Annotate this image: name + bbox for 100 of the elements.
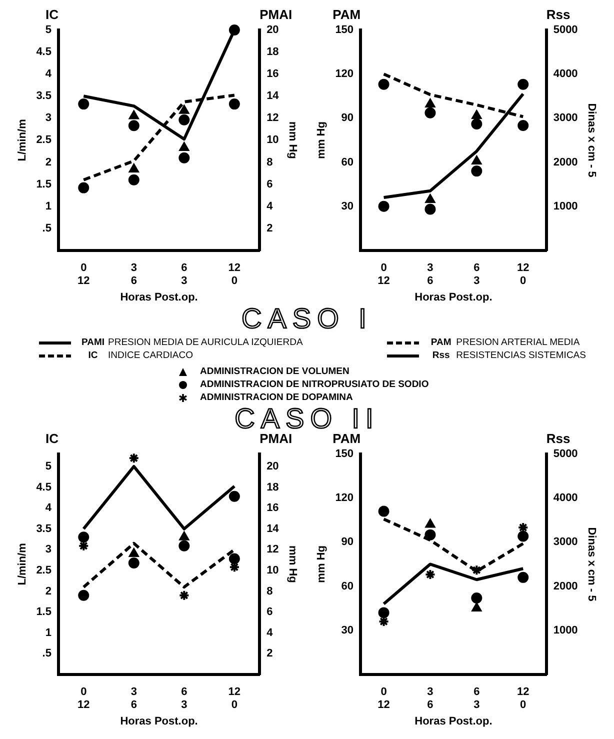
text: CASO I <box>240 303 374 334</box>
y2-axis-title: mm Hg <box>286 546 298 583</box>
x-tick-label: 6 3 <box>474 262 480 288</box>
x-tick-label: 0 12 <box>378 262 390 288</box>
y2-tick-label: 5000 <box>553 24 578 36</box>
y-axis-title: L/min/m <box>16 118 29 162</box>
text: ADMINISTRACION DE VOLUMEN <box>200 366 350 376</box>
x-tick-label: 0 12 <box>78 686 90 712</box>
x-tick-label: 12 0 <box>228 686 241 712</box>
text: IC <box>45 431 60 446</box>
y2-tick-label: 10 <box>266 134 279 146</box>
y-tick-label: 5 <box>45 24 52 36</box>
y2-tick-label: 2000 <box>553 156 578 168</box>
y2-tick-label: 8 <box>266 156 273 168</box>
y-tick-label: 90 <box>341 536 354 548</box>
text: Rss <box>431 350 451 360</box>
y2-tick-label: 14 <box>266 522 280 535</box>
y-tick-label: 120 <box>335 492 354 504</box>
y-tick-label: 4 <box>45 502 52 514</box>
x-tick-label: 12 0 <box>516 686 530 712</box>
text: PAM <box>332 431 361 446</box>
y-tick-label: 1 <box>45 200 52 212</box>
x-tick-label: 12 0 <box>228 262 241 288</box>
x-tick-label: 3 6 <box>130 686 137 712</box>
text: PAM <box>430 336 452 348</box>
y2-tick-label: 20 <box>266 24 279 36</box>
y2-tick-label: 4000 <box>553 492 578 504</box>
text: ADMINISTRACION DE DOPAMINA <box>200 392 353 402</box>
text: PRESION ARTERIAL MEDIA <box>456 336 580 348</box>
y2-tick-label: 18 <box>266 481 279 494</box>
y2-tick-label: 12 <box>266 544 279 556</box>
y-tick-label: 2.5 <box>36 564 52 576</box>
y2-tick-label: 6 <box>266 606 273 618</box>
text: Rss <box>546 431 570 446</box>
x-tick-label: 3 6 <box>130 262 137 288</box>
y-tick-label: 2.5 <box>36 134 52 146</box>
y2-axis-title: mm Hg <box>286 122 298 159</box>
text: PMAI <box>260 431 292 446</box>
y2-tick-label: 18 <box>266 46 279 58</box>
text: IC <box>87 350 99 360</box>
y-tick-label: 150 <box>335 24 354 36</box>
y2-tick-label: 1000 <box>553 624 578 636</box>
text: PRESION MEDIA DE AURICULA IZQUIERDA <box>108 336 303 348</box>
text: IC <box>45 7 60 22</box>
text: Rss <box>546 7 570 22</box>
y-tick-label: 90 <box>341 112 354 124</box>
y2-tick-label: 2 <box>266 648 273 660</box>
y-tick-label: 3 <box>45 544 52 556</box>
x-axis-title: Horas Post.op. <box>414 291 492 304</box>
x-tick-label: 6 3 <box>181 262 188 288</box>
y-axis-title: mm Hg <box>316 546 328 583</box>
y-tick-label: 4 <box>45 68 52 80</box>
y-tick-label: 120 <box>335 68 354 80</box>
y2-tick-label: 8 <box>266 585 273 598</box>
y-tick-label: 4.5 <box>36 481 52 494</box>
y2-tick-label: 3000 <box>553 536 578 548</box>
y-tick-label: 2 <box>45 156 52 168</box>
x-tick-label: 0 12 <box>378 686 390 712</box>
y-axis-title: mm Hg <box>316 122 328 159</box>
y2-tick-label: 4 <box>266 200 274 212</box>
y-tick-label: .5 <box>42 648 52 660</box>
text: PAMI <box>80 336 106 348</box>
y2-tick-label: 12 <box>266 112 279 124</box>
y-tick-label: 150 <box>335 448 354 460</box>
y2-tick-label: 4 <box>266 626 274 639</box>
text: RESISTENCIAS SISTEMICAS <box>456 350 586 360</box>
y2-tick-label: 2 <box>266 222 273 234</box>
y-tick-label: 1.5 <box>36 178 52 190</box>
text: PAM <box>332 7 361 22</box>
x-axis-title: Horas Post.op. <box>120 715 198 728</box>
y2-tick-label: 6 <box>266 178 273 190</box>
x-tick-label: 0 12 <box>78 262 90 288</box>
y-tick-label: 4.5 <box>36 46 52 58</box>
y-tick-label: 1.5 <box>36 606 52 618</box>
x-tick-label: 6 3 <box>474 686 480 712</box>
y-tick-label: 60 <box>341 580 354 592</box>
text: ADMINISTRACION DE NITROPRUSIATO DE SODIO <box>200 378 429 390</box>
y-tick-label: .5 <box>42 222 52 234</box>
x-tick-label: 12 0 <box>516 262 530 288</box>
y2-tick-label: 2000 <box>553 580 578 592</box>
y-tick-label: 30 <box>341 624 354 636</box>
y-tick-label: 2 <box>45 585 52 598</box>
text: INDICE CARDIACO <box>108 350 193 360</box>
y2-tick-label: 16 <box>266 68 279 80</box>
y-tick-label: 3.5 <box>36 522 52 535</box>
x-axis-title: Horas Post.op. <box>120 291 198 304</box>
y2-tick-label: 4000 <box>553 68 578 80</box>
y2-axis-title: Dinas x cm - 5 <box>585 103 598 178</box>
x-tick-label: 6 3 <box>181 686 188 712</box>
y2-tick-label: 3000 <box>553 112 578 124</box>
y2-tick-label: 5000 <box>553 448 578 460</box>
y2-tick-label: 14 <box>266 90 280 102</box>
y-tick-label: 3 <box>45 112 52 124</box>
y2-tick-label: 1000 <box>553 200 578 212</box>
y-tick-label: 3.5 <box>36 90 52 102</box>
text: CASO II <box>234 403 380 434</box>
y2-axis-title: Dinas x cm - 5 <box>585 527 598 602</box>
y2-tick-label: 20 <box>266 460 279 473</box>
x-tick-label: 3 6 <box>427 686 434 712</box>
x-axis-title: Horas Post.op. <box>414 715 492 728</box>
